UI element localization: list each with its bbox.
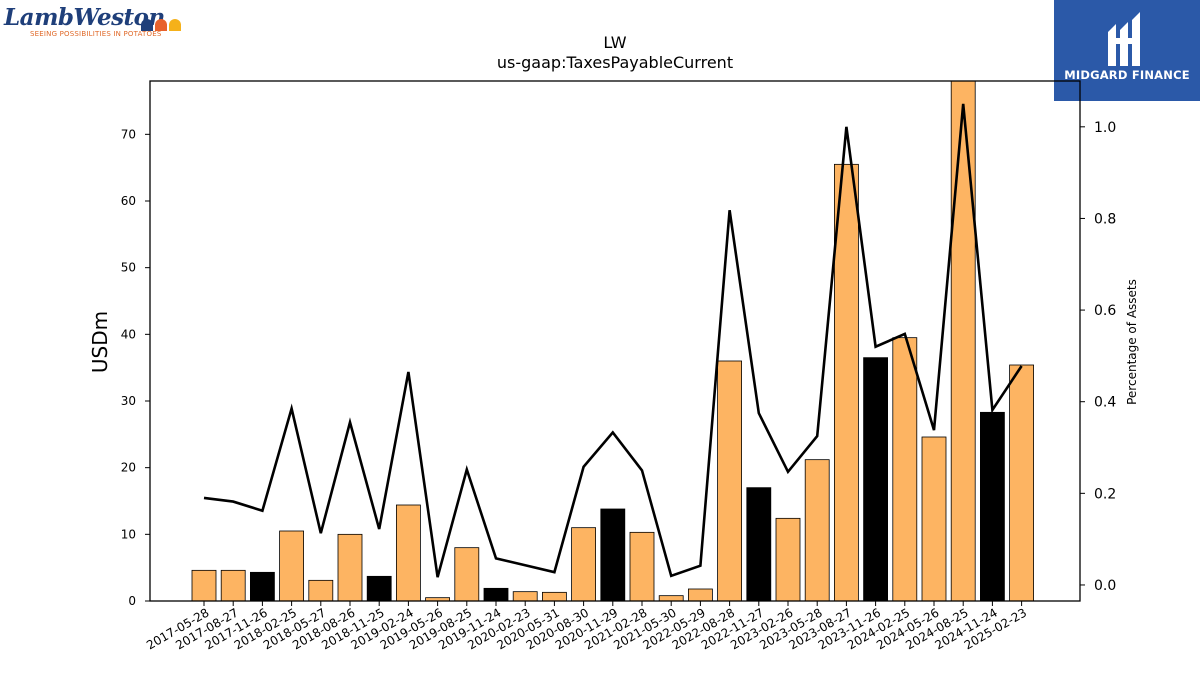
- y2-tick-label: 0.6: [1094, 303, 1116, 319]
- bar: [1009, 364, 1034, 602]
- bar: [863, 357, 888, 602]
- y2-tick-label: 0.0: [1094, 578, 1116, 594]
- y2-tick-label: 1.0: [1094, 120, 1116, 136]
- y-tick-label: 70: [121, 127, 136, 141]
- plot-frame: [149, 80, 1081, 602]
- midgard-mark-icon: [1108, 12, 1140, 66]
- bar: [804, 459, 830, 602]
- bar: [746, 487, 772, 602]
- y-tick-label: 50: [121, 261, 136, 275]
- y2-tick-label: 0.2: [1094, 486, 1116, 502]
- lamb-weston-logo: LambWeston SEEING POSSIBILITIES IN POTAT…: [4, 4, 204, 44]
- y-tick-label: 10: [121, 527, 136, 541]
- y-tick-label: 0: [128, 594, 136, 608]
- y-tick-label: 30: [121, 394, 136, 408]
- chart-title: LW: [603, 33, 627, 52]
- bar: [308, 579, 334, 602]
- bar: [366, 575, 392, 602]
- chart-subtitle: us-gaap:TaxesPayableCurrent: [496, 53, 734, 72]
- y2-tick-label: 0.8: [1094, 211, 1116, 227]
- bar: [337, 533, 363, 602]
- bar: [571, 527, 596, 602]
- bar: [921, 436, 947, 602]
- bar: [454, 547, 480, 602]
- bar: [542, 591, 567, 602]
- y-tick-label: 20: [121, 461, 136, 475]
- bar: [892, 337, 918, 602]
- bar: [688, 588, 713, 602]
- y-tick-label: 60: [121, 194, 136, 208]
- brand-tagline: SEEING POSSIBILITIES IN POTATOES: [30, 30, 162, 38]
- bar: [658, 595, 684, 602]
- bar: [717, 360, 742, 602]
- midgard-finance-logo: MIDGARD FINANCE: [1054, 0, 1200, 101]
- bar: [395, 504, 421, 602]
- bar: [249, 571, 275, 602]
- bar: [220, 569, 246, 602]
- bar: [191, 569, 217, 602]
- y-tick-label: 40: [121, 327, 136, 341]
- brand-name: LambWeston: [4, 4, 165, 31]
- brand-dots-icon: [141, 16, 183, 35]
- bar: [629, 531, 655, 602]
- bar: [775, 517, 801, 602]
- bar: [950, 80, 976, 602]
- bar: [483, 587, 509, 602]
- bar: [600, 508, 626, 602]
- publisher-name: MIDGARD FINANCE: [1064, 68, 1190, 82]
- bar: [279, 530, 305, 602]
- y2-tick-label: 0.4: [1094, 395, 1116, 411]
- bar: [980, 411, 1005, 602]
- bar: [512, 591, 538, 602]
- bar: [834, 163, 859, 602]
- series-line: [203, 103, 1023, 578]
